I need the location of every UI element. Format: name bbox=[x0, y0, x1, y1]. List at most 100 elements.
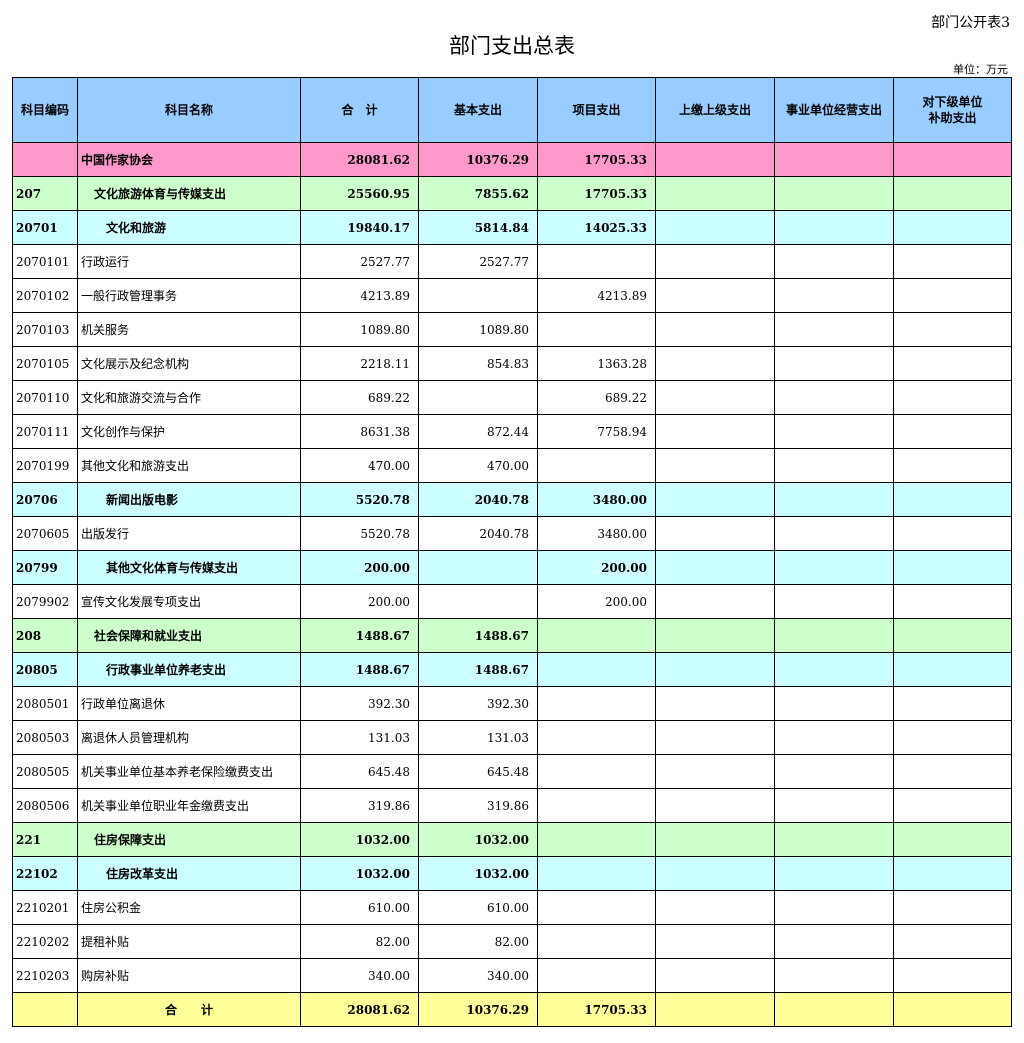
subject-name: 出版发行 bbox=[77, 516, 301, 551]
upper-level-payment bbox=[655, 822, 775, 857]
project-expenditure bbox=[537, 890, 656, 925]
column-header: 事业单位经营支出 bbox=[774, 77, 894, 143]
business-expenditure bbox=[774, 924, 894, 959]
project-expenditure bbox=[537, 686, 656, 721]
project-expenditure bbox=[537, 754, 656, 789]
upper-level-payment bbox=[655, 278, 775, 313]
column-header: 科目名称 bbox=[77, 77, 301, 143]
subject-name: 中国作家协会 bbox=[77, 142, 301, 177]
subject-code: 2080505 bbox=[12, 754, 78, 789]
table-row: 2210202 提租补贴 82.00 82.00 bbox=[12, 924, 1012, 959]
upper-level-payment bbox=[655, 958, 775, 993]
subject-code: 2070110 bbox=[12, 380, 78, 415]
basic-expenditure: 2040.78 bbox=[418, 482, 538, 517]
total-amount: 1488.67 bbox=[300, 618, 419, 653]
business-expenditure bbox=[774, 346, 894, 381]
total-amount: 5520.78 bbox=[300, 516, 419, 551]
table-row: 2079902 宣传文化发展专项支出 200.00 200.00 bbox=[12, 584, 1012, 619]
upper-level-payment bbox=[655, 856, 775, 891]
subject-code: 2070105 bbox=[12, 346, 78, 381]
column-header: 合 计 bbox=[300, 77, 419, 143]
subsidy-to-lower-units bbox=[893, 346, 1012, 381]
subsidy-to-lower-units bbox=[893, 380, 1012, 415]
table-row: 207 文化旅游体育与传媒支出 25560.95 7855.62 17705.33 bbox=[12, 176, 1012, 211]
business-expenditure bbox=[774, 516, 894, 551]
project-expenditure bbox=[537, 856, 656, 891]
column-header: 科目编码 bbox=[12, 77, 78, 143]
table-row: 20706 新闻出版电影 5520.78 2040.78 3480.00 bbox=[12, 482, 1012, 517]
basic-expenditure: 2040.78 bbox=[418, 516, 538, 551]
subsidy-to-lower-units bbox=[893, 618, 1012, 653]
subsidy-to-lower-units bbox=[893, 720, 1012, 755]
basic-expenditure: 10376.29 bbox=[418, 992, 538, 1027]
project-expenditure: 3480.00 bbox=[537, 516, 656, 551]
table-row: 2070111 文化创作与保护 8631.38 872.44 7758.94 bbox=[12, 414, 1012, 449]
business-expenditure bbox=[774, 244, 894, 279]
project-expenditure: 7758.94 bbox=[537, 414, 656, 449]
business-expenditure bbox=[774, 380, 894, 415]
table-row: 2210203 购房补贴 340.00 340.00 bbox=[12, 958, 1012, 993]
total-amount: 392.30 bbox=[300, 686, 419, 721]
subject-code: 2080506 bbox=[12, 788, 78, 823]
project-expenditure: 17705.33 bbox=[537, 992, 656, 1027]
total-amount: 610.00 bbox=[300, 890, 419, 925]
basic-expenditure: 131.03 bbox=[418, 720, 538, 755]
project-expenditure: 689.22 bbox=[537, 380, 656, 415]
subject-name: 行政运行 bbox=[77, 244, 301, 279]
subsidy-to-lower-units bbox=[893, 550, 1012, 585]
project-expenditure: 200.00 bbox=[537, 584, 656, 619]
project-expenditure: 3480.00 bbox=[537, 482, 656, 517]
subsidy-to-lower-units bbox=[893, 312, 1012, 347]
table-row: 2210201 住房公积金 610.00 610.00 bbox=[12, 890, 1012, 925]
subject-code: 2080501 bbox=[12, 686, 78, 721]
table-row: 208 社会保障和就业支出 1488.67 1488.67 bbox=[12, 618, 1012, 653]
subject-code: 2079902 bbox=[12, 584, 78, 619]
subject-code: 2070103 bbox=[12, 312, 78, 347]
subject-name: 机关服务 bbox=[77, 312, 301, 347]
table-row: 中国作家协会 28081.62 10376.29 17705.33 bbox=[12, 142, 1012, 177]
table-row: 221 住房保障支出 1032.00 1032.00 bbox=[12, 822, 1012, 857]
subject-name: 文化和旅游 bbox=[77, 210, 301, 245]
subject-name: 文化创作与保护 bbox=[77, 414, 301, 449]
subject-name: 机关事业单位基本养老保险缴费支出 bbox=[77, 754, 301, 789]
column-header: 上缴上级支出 bbox=[655, 77, 775, 143]
total-amount: 1032.00 bbox=[300, 822, 419, 857]
basic-expenditure: 610.00 bbox=[418, 890, 538, 925]
subject-name: 离退休人员管理机构 bbox=[77, 720, 301, 755]
table-row: 2070110 文化和旅游交流与合作 689.22 689.22 bbox=[12, 380, 1012, 415]
subsidy-to-lower-units bbox=[893, 856, 1012, 891]
table-row: 2080501 行政单位离退休 392.30 392.30 bbox=[12, 686, 1012, 721]
basic-expenditure: 5814.84 bbox=[418, 210, 538, 245]
table-row: 2070101 行政运行 2527.77 2527.77 bbox=[12, 244, 1012, 279]
total-amount: 200.00 bbox=[300, 584, 419, 619]
basic-expenditure: 82.00 bbox=[418, 924, 538, 959]
project-expenditure: 14025.33 bbox=[537, 210, 656, 245]
basic-expenditure: 1032.00 bbox=[418, 856, 538, 891]
subject-name: 宣传文化发展专项支出 bbox=[77, 584, 301, 619]
project-expenditure: 17705.33 bbox=[537, 142, 656, 177]
total-amount: 1089.80 bbox=[300, 312, 419, 347]
total-amount: 25560.95 bbox=[300, 176, 419, 211]
subject-name: 其他文化体育与传媒支出 bbox=[77, 550, 301, 585]
upper-level-payment bbox=[655, 448, 775, 483]
basic-expenditure: 645.48 bbox=[418, 754, 538, 789]
total-amount: 82.00 bbox=[300, 924, 419, 959]
table-row: 2080506 机关事业单位职业年金缴费支出 319.86 319.86 bbox=[12, 788, 1012, 823]
business-expenditure bbox=[774, 754, 894, 789]
column-header: 基本支出 bbox=[418, 77, 538, 143]
project-expenditure bbox=[537, 720, 656, 755]
basic-expenditure: 1488.67 bbox=[418, 652, 538, 687]
subject-code: 207 bbox=[12, 176, 78, 211]
column-header: 对下级单位 补助支出 bbox=[893, 77, 1012, 143]
upper-level-payment bbox=[655, 142, 775, 177]
business-expenditure bbox=[774, 584, 894, 619]
subsidy-to-lower-units bbox=[893, 448, 1012, 483]
upper-level-payment bbox=[655, 992, 775, 1027]
business-expenditure bbox=[774, 686, 894, 721]
basic-expenditure bbox=[418, 584, 538, 619]
total-amount: 1488.67 bbox=[300, 652, 419, 687]
subsidy-to-lower-units bbox=[893, 686, 1012, 721]
subsidy-to-lower-units bbox=[893, 788, 1012, 823]
project-expenditure bbox=[537, 652, 656, 687]
subject-name: 机关事业单位职业年金缴费支出 bbox=[77, 788, 301, 823]
